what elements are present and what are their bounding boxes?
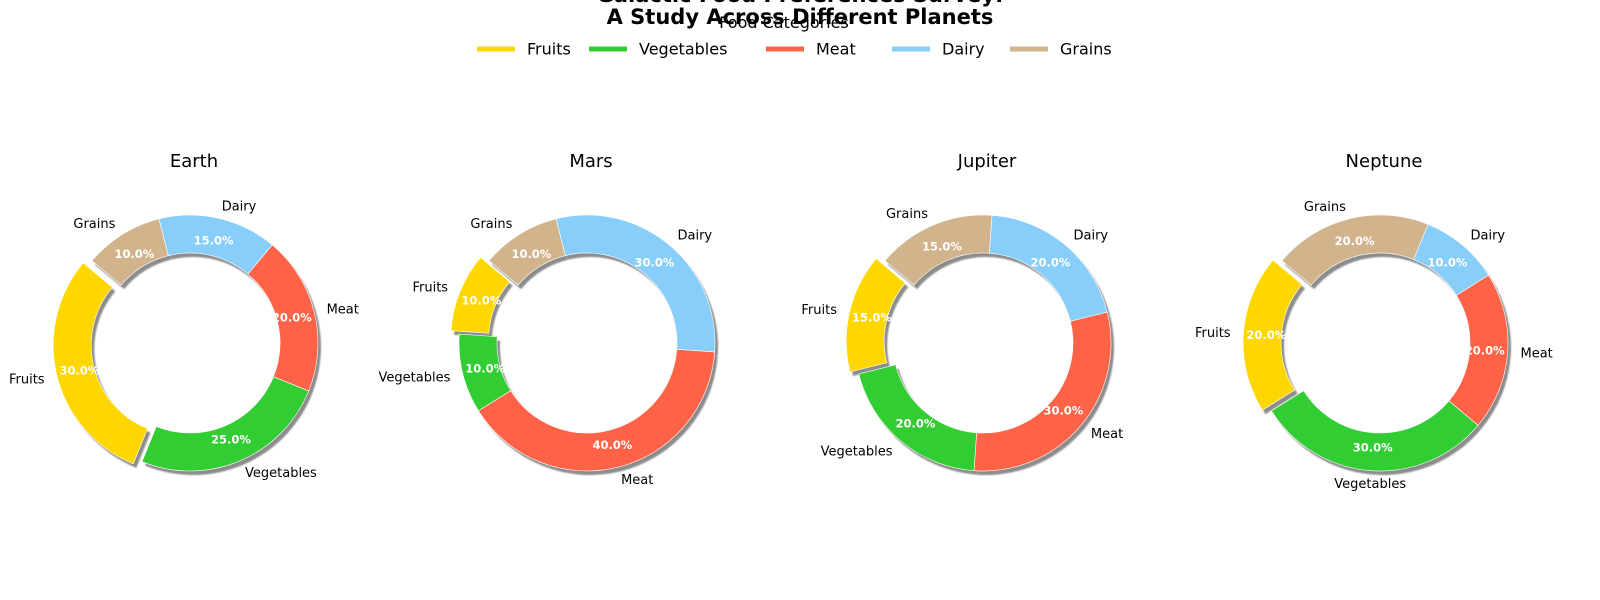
pct-label-neptune-dairy: 10.0% bbox=[1428, 256, 1468, 270]
cat-label-earth-meat: Meat bbox=[327, 302, 359, 317]
legend-label-vegetables: Vegetables bbox=[639, 40, 727, 59]
pct-label-mars-vegetables: 10.0% bbox=[465, 361, 505, 375]
pct-label-mars-meat: 40.0% bbox=[592, 438, 632, 452]
legend-label-dairy: Dairy bbox=[942, 40, 985, 59]
pct-label-neptune-grains: 20.0% bbox=[1335, 234, 1375, 248]
cat-label-mars-fruits: Fruits bbox=[412, 280, 448, 295]
cat-label-mars-dairy: Dairy bbox=[678, 229, 713, 244]
wedge-earth-grains bbox=[91, 218, 169, 286]
wedge-jupiter-fruits bbox=[845, 258, 906, 373]
pct-label-neptune-fruits: 20.0% bbox=[1246, 328, 1286, 342]
pct-label-earth-grains: 10.0% bbox=[114, 247, 154, 261]
pct-label-jupiter-meat: 30.0% bbox=[1043, 404, 1083, 418]
panel-title-jupiter: Jupiter bbox=[957, 151, 1017, 172]
cat-label-jupiter-fruits: Fruits bbox=[801, 303, 837, 318]
donut-jupiter: Jupiter15.0%Fruits20.0%Vegetables30.0%Me… bbox=[801, 151, 1123, 476]
legend-label-meat: Meat bbox=[816, 40, 856, 59]
wedge-neptune-grains bbox=[1281, 214, 1429, 286]
chart-title: Galactic Food Preferences Survey:A Study… bbox=[597, 0, 1004, 29]
cat-label-mars-meat: Meat bbox=[621, 473, 653, 488]
wedge-earth-fruits bbox=[53, 262, 148, 465]
pct-label-mars-fruits: 10.0% bbox=[461, 293, 501, 307]
pct-label-earth-vegetables: 25.0% bbox=[211, 433, 251, 447]
pct-label-jupiter-vegetables: 20.0% bbox=[896, 416, 936, 430]
panel-title-earth: Earth bbox=[170, 151, 218, 172]
wedge-mars-grains bbox=[488, 218, 566, 286]
cat-label-jupiter-vegetables: Vegetables bbox=[821, 444, 893, 459]
cat-label-neptune-dairy: Dairy bbox=[1471, 229, 1506, 244]
cat-label-mars-vegetables: Vegetables bbox=[379, 371, 451, 386]
legend-label-grains: Grains bbox=[1060, 40, 1112, 59]
panels: Earth30.0%Fruits25.0%Vegetables20.0%Meat… bbox=[9, 151, 1553, 492]
panel-title-neptune: Neptune bbox=[1346, 151, 1423, 172]
donut-earth: Earth 30.0% Fruits 25.0% Vegetables 20.0% Meat… bbox=[9, 151, 359, 481]
cat-label-earth-dairy: Dairy bbox=[222, 199, 257, 214]
pct-label-neptune-meat: 20.0% bbox=[1465, 343, 1505, 357]
donut-mars: Mars 10.0% Fruits 10.0% Vegetables 40.0% Meat 3… bbox=[379, 151, 719, 488]
pct-label-jupiter-dairy: 20.0% bbox=[1031, 256, 1071, 270]
wedge-jupiter-grains bbox=[884, 214, 993, 286]
wedge-neptune-fruits bbox=[1242, 259, 1303, 411]
legend-title: Food Categories bbox=[719, 13, 849, 32]
pct-label-jupiter-grains: 15.0% bbox=[922, 239, 962, 253]
wedge-mars-fruits bbox=[450, 256, 511, 334]
cat-label-jupiter-dairy: Dairy bbox=[1074, 229, 1109, 244]
pct-label-earth-meat: 20.0% bbox=[272, 311, 312, 325]
pct-label-jupiter-fruits: 15.0% bbox=[852, 310, 892, 324]
cat-label-jupiter-grains: Grains bbox=[886, 207, 928, 222]
legend: Food Categories Fruits Vegetables Meat Dairy… bbox=[477, 13, 1112, 59]
pct-label-mars-grains: 10.0% bbox=[511, 247, 551, 261]
panel-title-mars: Mars bbox=[569, 151, 612, 172]
cat-label-neptune-fruits: Fruits bbox=[1195, 326, 1231, 341]
cat-label-neptune-vegetables: Vegetables bbox=[1334, 477, 1406, 492]
wedge-jupiter-meat bbox=[973, 311, 1112, 472]
pct-label-earth-fruits: 30.0% bbox=[59, 364, 99, 378]
pct-label-neptune-vegetables: 30.0% bbox=[1353, 441, 1393, 455]
chart-title-line-2: A Study Across Different Planets bbox=[607, 5, 994, 29]
cat-label-neptune-meat: Meat bbox=[1521, 346, 1553, 361]
cat-label-neptune-grains: Grains bbox=[1304, 200, 1346, 215]
wedge-mars-meat bbox=[478, 348, 716, 472]
pct-label-mars-dairy: 30.0% bbox=[635, 256, 675, 270]
wedge-neptune-vegetables bbox=[1271, 390, 1479, 472]
donut-neptune: Neptune 20.0% Fruits 30.0% Vegetables 20.0% Me… bbox=[1195, 151, 1553, 492]
chart-title-line-1: Galactic Food Preferences Survey: bbox=[597, 0, 1004, 7]
cat-label-earth-vegetables: Vegetables bbox=[245, 466, 317, 481]
cat-label-mars-grains: Grains bbox=[470, 217, 512, 232]
cat-label-earth-fruits: Fruits bbox=[9, 373, 45, 388]
cat-label-jupiter-meat: Meat bbox=[1091, 427, 1123, 442]
pct-label-earth-dairy: 15.0% bbox=[194, 234, 234, 248]
legend-label-fruits: Fruits bbox=[527, 40, 571, 59]
wedge-earth-vegetables bbox=[141, 376, 310, 472]
cat-label-earth-grains: Grains bbox=[73, 217, 115, 232]
